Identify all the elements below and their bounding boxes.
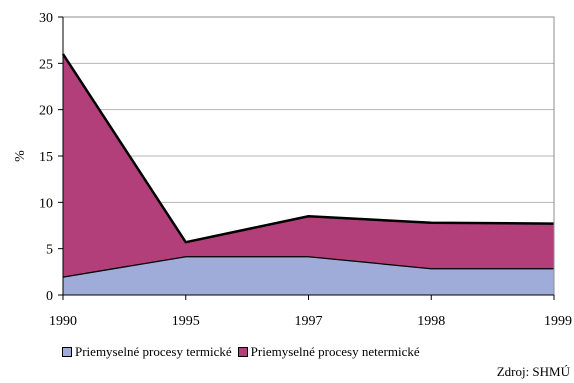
tick-labels: 0 5 10 15 20 25 30 1990 1995 1997 1998 1999 [39, 11, 572, 329]
y-tick-label-5: 5 [46, 243, 53, 258]
legend-label-termicke: Priemyselné procesy termické [75, 344, 232, 359]
y-tick-label-20: 20 [39, 104, 53, 119]
y-tick-label-15: 15 [39, 150, 53, 165]
area-series-0 [63, 256, 554, 295]
series-line-1 [61, 53, 555, 244]
y-tick-label-25: 25 [39, 57, 53, 72]
y-axis-title: % [13, 150, 28, 162]
x-tick-label-1990: 1990 [49, 314, 77, 329]
area-series-1 [63, 54, 554, 277]
legend-item-termicke: Priemyselné procesy termické [62, 344, 232, 360]
legend-swatch-netermicke [237, 347, 248, 357]
legend-label-netermicke: Priemyselné procesy netermické [250, 344, 420, 359]
legend-swatch-termicke [62, 347, 72, 357]
legend-item-netermicke: Priemyselné procesy netermické [237, 344, 420, 360]
x-tick-label-1998: 1998 [417, 314, 445, 329]
source-note: Zdroj: SHMÚ [496, 364, 570, 379]
x-tick-label-1997: 1997 [295, 314, 323, 329]
area-series-layer [61, 53, 555, 295]
legend: Priemyselné procesy termické Priemyselné… [62, 344, 426, 360]
y-tick-label-30: 30 [39, 11, 53, 26]
x-tick-label-1999: 1999 [544, 314, 572, 329]
axes [58, 16, 555, 300]
x-tick-label-1995: 1995 [172, 314, 200, 329]
y-tick-label-10: 10 [39, 196, 53, 211]
y-tick-label-0: 0 [46, 289, 53, 304]
